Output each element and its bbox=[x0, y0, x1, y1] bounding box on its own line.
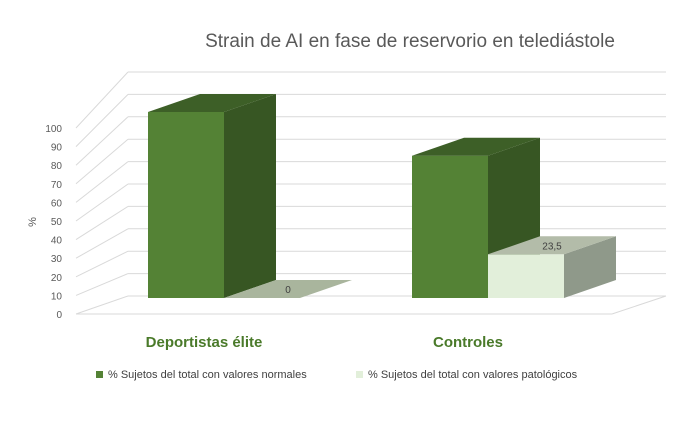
bar-pathologic-1 bbox=[488, 254, 564, 298]
y-tick-label: 20 bbox=[51, 273, 63, 284]
y-tick-label: 40 bbox=[51, 236, 63, 247]
gridline-diagonal bbox=[75, 161, 129, 203]
data-label: 23,5 bbox=[542, 241, 562, 252]
gridline-diagonal bbox=[75, 138, 129, 185]
y-tick-label: 80 bbox=[51, 161, 63, 172]
y-tick-label: 0 bbox=[56, 310, 62, 321]
gridline-diagonal bbox=[75, 205, 129, 241]
y-tick-label: 60 bbox=[51, 198, 63, 209]
gridline-diagonal bbox=[75, 183, 129, 222]
gridline-diagonal bbox=[75, 94, 129, 147]
category-label: Controles bbox=[433, 334, 503, 351]
data-label: 0 bbox=[285, 285, 291, 296]
gridline-diagonal bbox=[75, 273, 129, 296]
legend-label-pathologic: % Sujetos del total con valores patológi… bbox=[368, 369, 578, 381]
bar-normal-0-top bbox=[148, 94, 276, 112]
data-labels: 023,5 bbox=[285, 241, 562, 296]
y-tick-label: 70 bbox=[51, 180, 63, 191]
legend-swatch-pathologic bbox=[356, 371, 363, 378]
gridline-diagonal bbox=[75, 71, 129, 129]
y-tick-label: 100 bbox=[45, 124, 62, 135]
y-axis-label: % bbox=[27, 217, 39, 227]
legend: % Sujetos del total con valores normales… bbox=[96, 369, 578, 381]
legend-swatch-normal bbox=[96, 371, 103, 378]
y-tick-label: 10 bbox=[51, 291, 63, 302]
gridline-diagonal bbox=[75, 116, 129, 166]
gridline-diagonal bbox=[75, 250, 129, 278]
legend-label-normal: % Sujetos del total con valores normales bbox=[108, 369, 307, 381]
y-tick-label: 90 bbox=[51, 143, 63, 154]
bar-normal-0 bbox=[148, 112, 224, 298]
bars bbox=[148, 94, 616, 298]
chart-title: Strain de AI en fase de reservorio en te… bbox=[205, 31, 615, 52]
gridline-diagonal bbox=[75, 295, 129, 315]
bar-normal-1-top bbox=[412, 137, 540, 156]
bar-normal-1 bbox=[412, 155, 488, 298]
bar-pathologic-0-top bbox=[224, 280, 352, 298]
floor-edge bbox=[611, 295, 667, 315]
y-axis-ticks: 0 10 20 30 40 50 60 70 80 90 100 bbox=[45, 124, 62, 321]
bar-pathologic-1-side bbox=[564, 236, 616, 298]
y-tick-label: 50 bbox=[51, 217, 63, 228]
gridline-diagonal bbox=[75, 228, 129, 259]
category-labels: Deportistas élite Controles bbox=[146, 334, 503, 351]
bar-pathologic-1-top bbox=[488, 236, 616, 255]
category-label: Deportistas élite bbox=[146, 334, 263, 351]
bar-normal-0-side bbox=[224, 94, 276, 298]
y-tick-label: 30 bbox=[51, 254, 63, 265]
